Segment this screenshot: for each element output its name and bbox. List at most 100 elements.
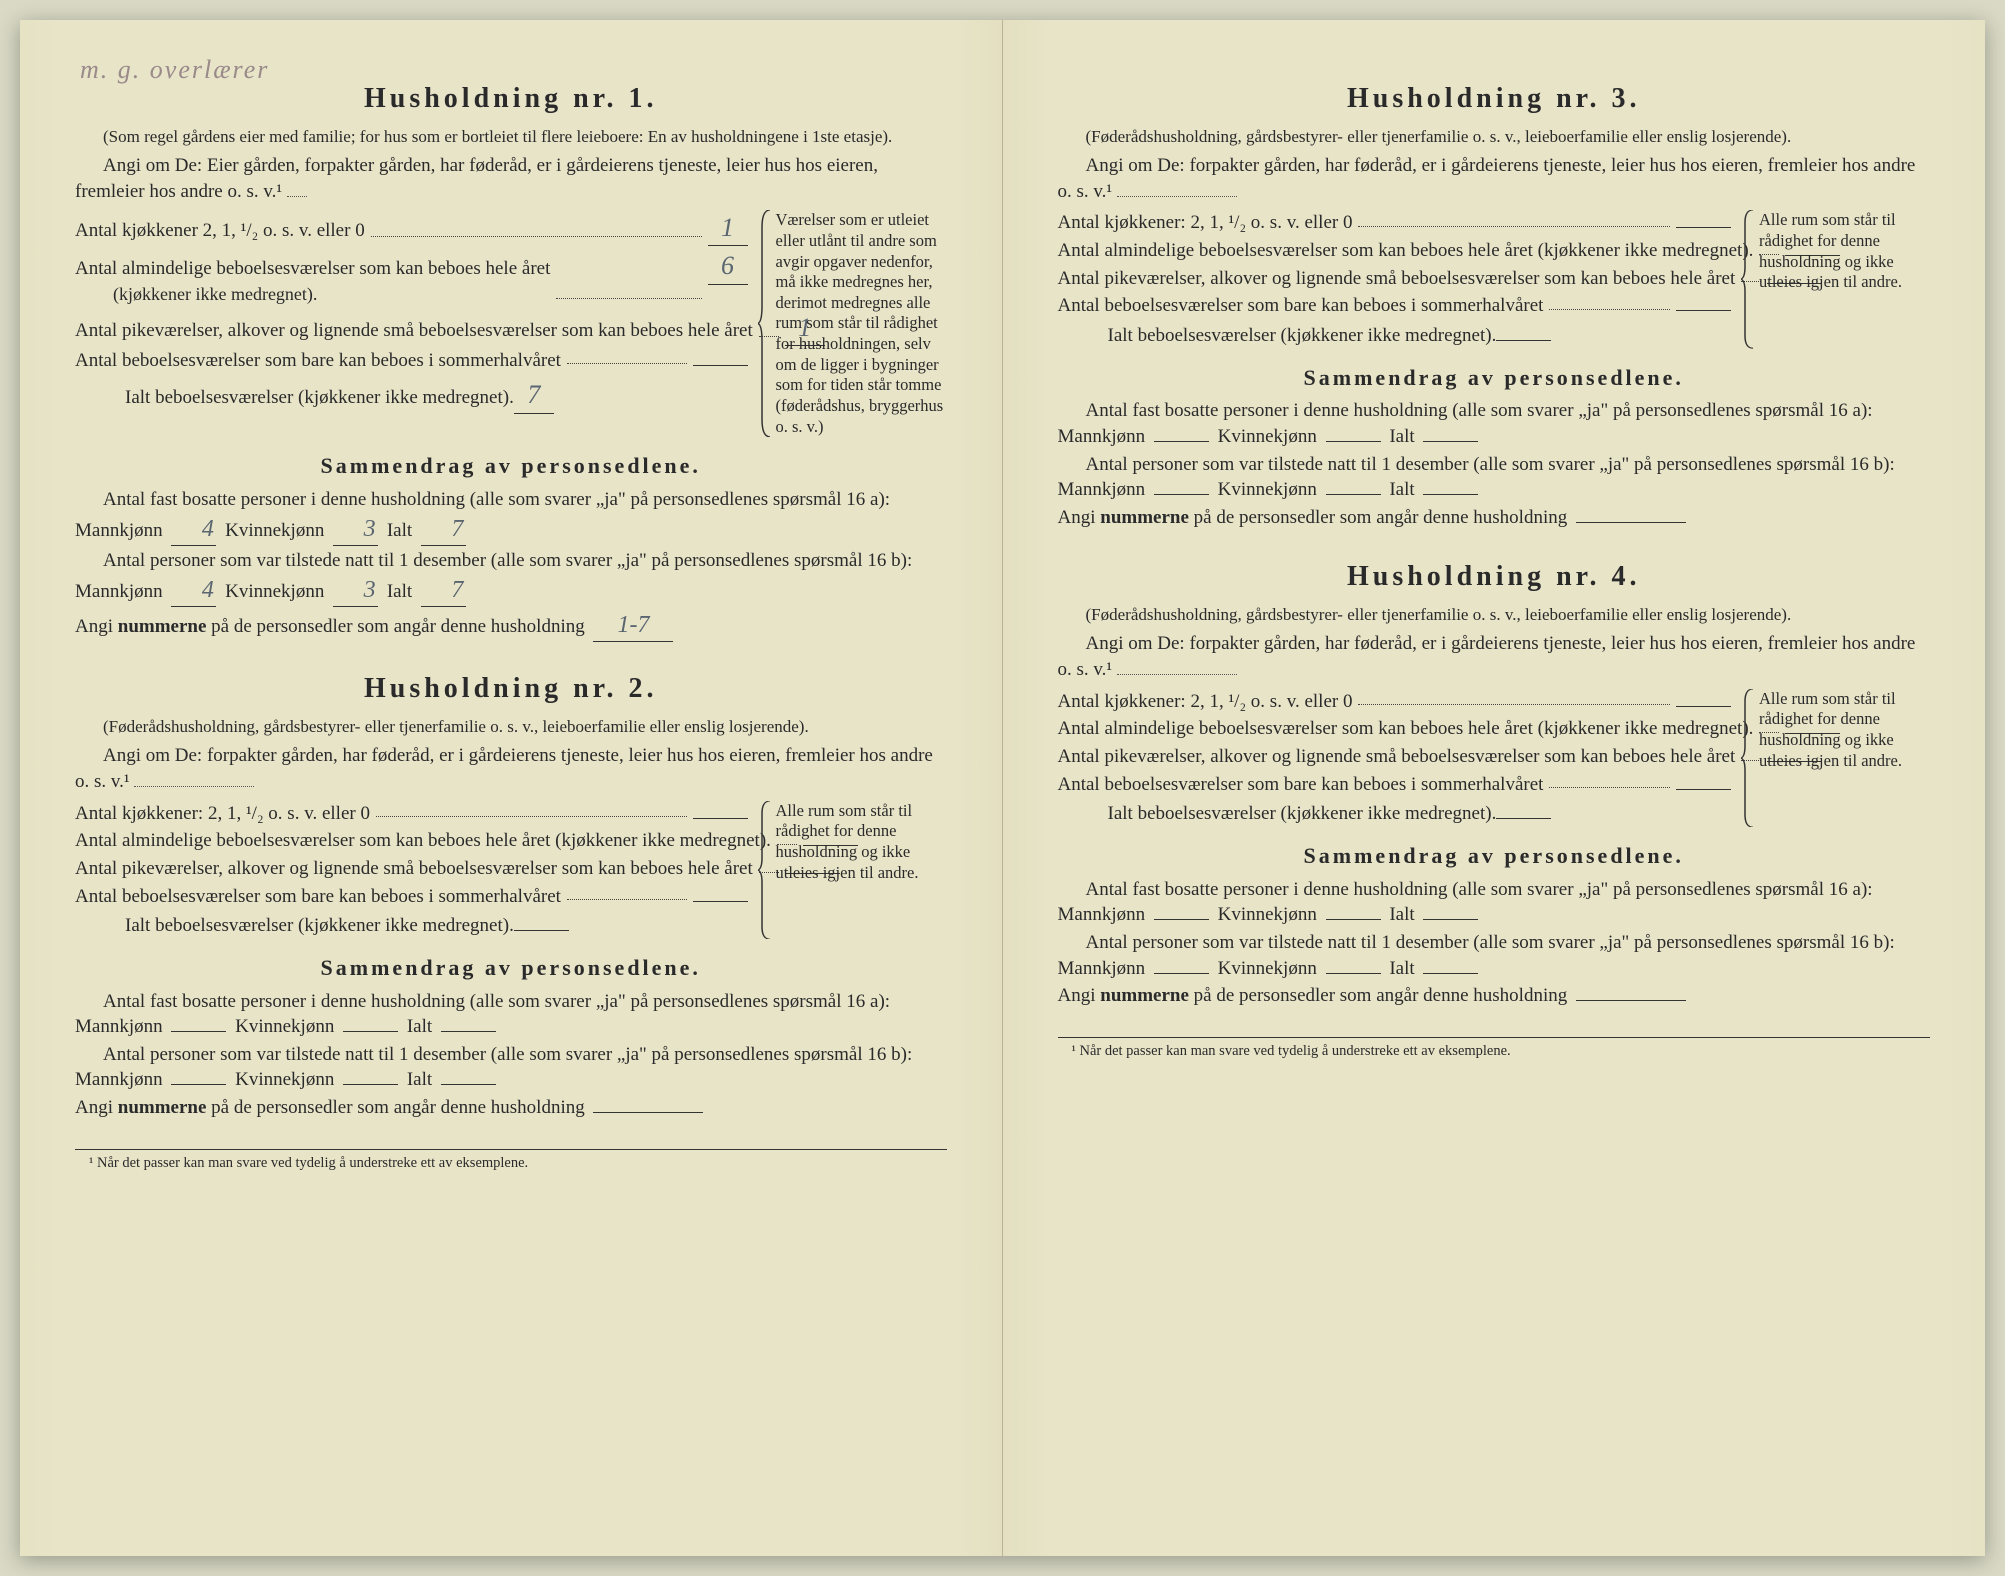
total-val — [1496, 340, 1551, 341]
hh4-note: (Føderådshusholdning, gårdsbestyrer- ell… — [1058, 604, 1931, 625]
right-page: Husholdning nr. 3. (Føderådshusholdning,… — [1003, 20, 1986, 1556]
rooms-label: Antal almindelige beboelsesværelser som … — [1058, 716, 1754, 742]
s1-k: 3 — [333, 513, 378, 546]
hh2-summer-row: Antal beboelsesværelser som bare kan beb… — [75, 884, 748, 910]
dots — [567, 363, 687, 364]
angi-intro: Angi om De: — [1086, 155, 1185, 176]
total-label: Ialt beboelsesværelser (kjøkkener ikke m… — [125, 385, 514, 411]
hh3-total-row: Ialt beboelsesværelser (kjøkkener ikke m… — [1058, 323, 1732, 349]
s2-i — [441, 1084, 496, 1085]
s2-i — [1423, 973, 1478, 974]
s1-i-label: Ialt — [1389, 426, 1414, 447]
s1-k — [343, 1031, 398, 1032]
hh1-summer-row: Antal beboelsesværelser som bare kan beb… — [75, 348, 748, 374]
hh4-total-row: Ialt beboelsesværelser (kjøkkener ikke m… — [1058, 801, 1732, 827]
dots — [376, 816, 687, 817]
s1-i-label: Ialt — [387, 520, 412, 541]
hh2-total-row: Ialt beboelsesværelser (kjøkkener ikke m… — [75, 913, 748, 939]
side-note-text: Alle rum som står til rådighet for denne… — [776, 801, 919, 882]
hh2-s1: Antal fast bosatte personer i denne hush… — [75, 989, 947, 1040]
hh2-details: Antal kjøkkener: 2, 1, ¹/₂ o. s. v. elle… — [75, 801, 947, 939]
footnote-text: ¹ Når det passer kan man svare ved tydel… — [1072, 1043, 1511, 1059]
dots — [556, 298, 701, 299]
hh1-angi: Angi om De: Eier gården, forpakter gårde… — [75, 153, 947, 204]
s1-i — [1423, 919, 1478, 920]
hh4-s1: Antal fast bosatte personer i denne hush… — [1058, 877, 1931, 928]
household-4: Husholdning nr. 4. (Føderådshusholdning,… — [1058, 558, 1931, 1008]
angi-num-bold: nummerne — [1100, 985, 1189, 1006]
kitchens-label: Antal kjøkkener: 2, 1, ¹/₂ o. s. v. elle… — [1058, 210, 1353, 236]
hh3-angi: Angi om De: forpakter gården, har føderå… — [1058, 153, 1931, 204]
hh3-sidenote: Alle rum som står til rådighet for denne… — [1745, 210, 1930, 348]
angi-blank — [134, 786, 254, 787]
hh3-title: Husholdning nr. 3. — [1058, 80, 1931, 118]
kitchens-val — [1676, 227, 1731, 228]
hh2-note: (Føderådshusholdning, gårdsbestyrer- ell… — [75, 716, 947, 737]
hh1-angi-num: Angi nummerne på de personsedler som ang… — [75, 609, 947, 642]
hh2-title: Husholdning nr. 2. — [75, 670, 947, 708]
angi-num-word: Angi — [1058, 985, 1096, 1006]
hh3-s1: Antal fast bosatte personer i denne hush… — [1058, 398, 1931, 449]
s2-text: Antal personer som var tilstede natt til… — [1058, 454, 1895, 501]
s2-i — [1423, 494, 1478, 495]
brace-icon — [758, 801, 772, 939]
s2-text: Antal personer som var tilstede natt til… — [75, 1044, 912, 1091]
rooms-sub: (kjøkkener ikke medregnet). — [1538, 718, 1754, 739]
hh4-sidenote: Alle rum som står til rådighet for denne… — [1745, 689, 1930, 827]
rooms-label: Antal almindelige beboelsesværelser som … — [75, 828, 771, 854]
brace-icon — [1741, 210, 1755, 348]
total-label: Ialt beboelsesværelser (kjøkkener ikke m… — [125, 913, 514, 939]
footnote-text: ¹ Når det passer kan man svare ved tydel… — [89, 1155, 528, 1171]
angi-blank — [1117, 196, 1237, 197]
s1-m — [1154, 919, 1209, 920]
hh1-note: (Som regel gårdens eier med familie; for… — [75, 126, 947, 147]
dots — [567, 899, 687, 900]
hh1-total-row: Ialt beboelsesværelser (kjøkkener ikke m… — [75, 377, 748, 413]
pike-label: Antal pikeværelser, alkover og lignende … — [75, 318, 753, 344]
angi-num-bold: nummerne — [1100, 507, 1189, 528]
dots — [1358, 704, 1670, 705]
s2-k — [343, 1084, 398, 1085]
s1-i — [441, 1031, 496, 1032]
hh4-pike-row: Antal pikeværelser, alkover og lignende … — [1058, 744, 1732, 770]
hh3-details: Antal kjøkkener: 2, 1, ¹/₂ o. s. v. elle… — [1058, 210, 1931, 348]
hh1-kitchens-row: Antal kjøkkener 2, 1, ¹/₂ o. s. v. eller… — [75, 210, 748, 246]
summer-val — [1676, 789, 1731, 790]
hh1-left-col: Antal kjøkkener 2, 1, ¹/₂ o. s. v. eller… — [75, 210, 748, 437]
dots — [1549, 309, 1670, 310]
s1-k-label: Kvinnekjønn — [1218, 426, 1317, 447]
total-label: Ialt beboelsesværelser (kjøkkener ikke m… — [1108, 801, 1497, 827]
s2-i-label: Ialt — [1389, 479, 1414, 500]
left-page: m. g. overlærer Husholdning nr. 1. (Som … — [20, 20, 1003, 1556]
kitchens-val: 1 — [708, 210, 748, 246]
hh4-details: Antal kjøkkener: 2, 1, ¹/₂ o. s. v. elle… — [1058, 689, 1931, 827]
s2-m — [1154, 973, 1209, 974]
total-label: Ialt beboelsesværelser (kjøkkener ikke m… — [1108, 323, 1497, 349]
s2-k-label: Kvinnekjønn — [1218, 958, 1317, 979]
s1-m — [171, 1031, 226, 1032]
rooms-label-text: Antal almindelige beboelsesværelser som … — [1058, 240, 1533, 261]
pike-label: Antal pikeværelser, alkover og lignende … — [1058, 744, 1736, 770]
s2-i-label: Ialt — [407, 1069, 432, 1090]
angi-num-rest: på de personsedler som angår denne husho… — [211, 1097, 585, 1118]
hh3-kitchens-row: Antal kjøkkener: 2, 1, ¹/₂ o. s. v. elle… — [1058, 210, 1732, 236]
side-note-text: Alle rum som står til rådighet for denne… — [1759, 210, 1902, 291]
hh2-s2: Antal personer som var tilstede natt til… — [75, 1042, 947, 1093]
rooms-sub: (kjøkkener ikke medregnet). — [1538, 240, 1754, 261]
angi-rest: forpakter gården, har føderåd, er i gård… — [1058, 633, 1916, 680]
hh3-pike-row: Antal pikeværelser, alkover og lignende … — [1058, 266, 1732, 292]
rooms-label-text: Antal almindelige beboelsesværelser som … — [1058, 718, 1533, 739]
hh3-s2: Antal personer som var tilstede natt til… — [1058, 452, 1931, 503]
angi-num-rest: på de personsedler som angår denne husho… — [211, 616, 585, 637]
angi-num-word: Angi — [75, 616, 113, 637]
hh1-s1: Antal fast bosatte personer i denne hush… — [75, 487, 947, 546]
s1-k-label: Kvinnekjønn — [1218, 904, 1317, 925]
s2-k-label: Kvinnekjønn — [235, 1069, 334, 1090]
angi-num-val — [1576, 1000, 1686, 1001]
s2-m — [171, 1084, 226, 1085]
hh1-s2: Antal personer som var tilstede natt til… — [75, 548, 947, 607]
s2-i: 7 — [421, 574, 466, 607]
hh1-rooms-row: Antal almindelige beboelsesværelser som … — [75, 248, 748, 307]
hh4-title: Husholdning nr. 4. — [1058, 558, 1931, 596]
s1-k-label: Kvinnekjønn — [225, 520, 324, 541]
